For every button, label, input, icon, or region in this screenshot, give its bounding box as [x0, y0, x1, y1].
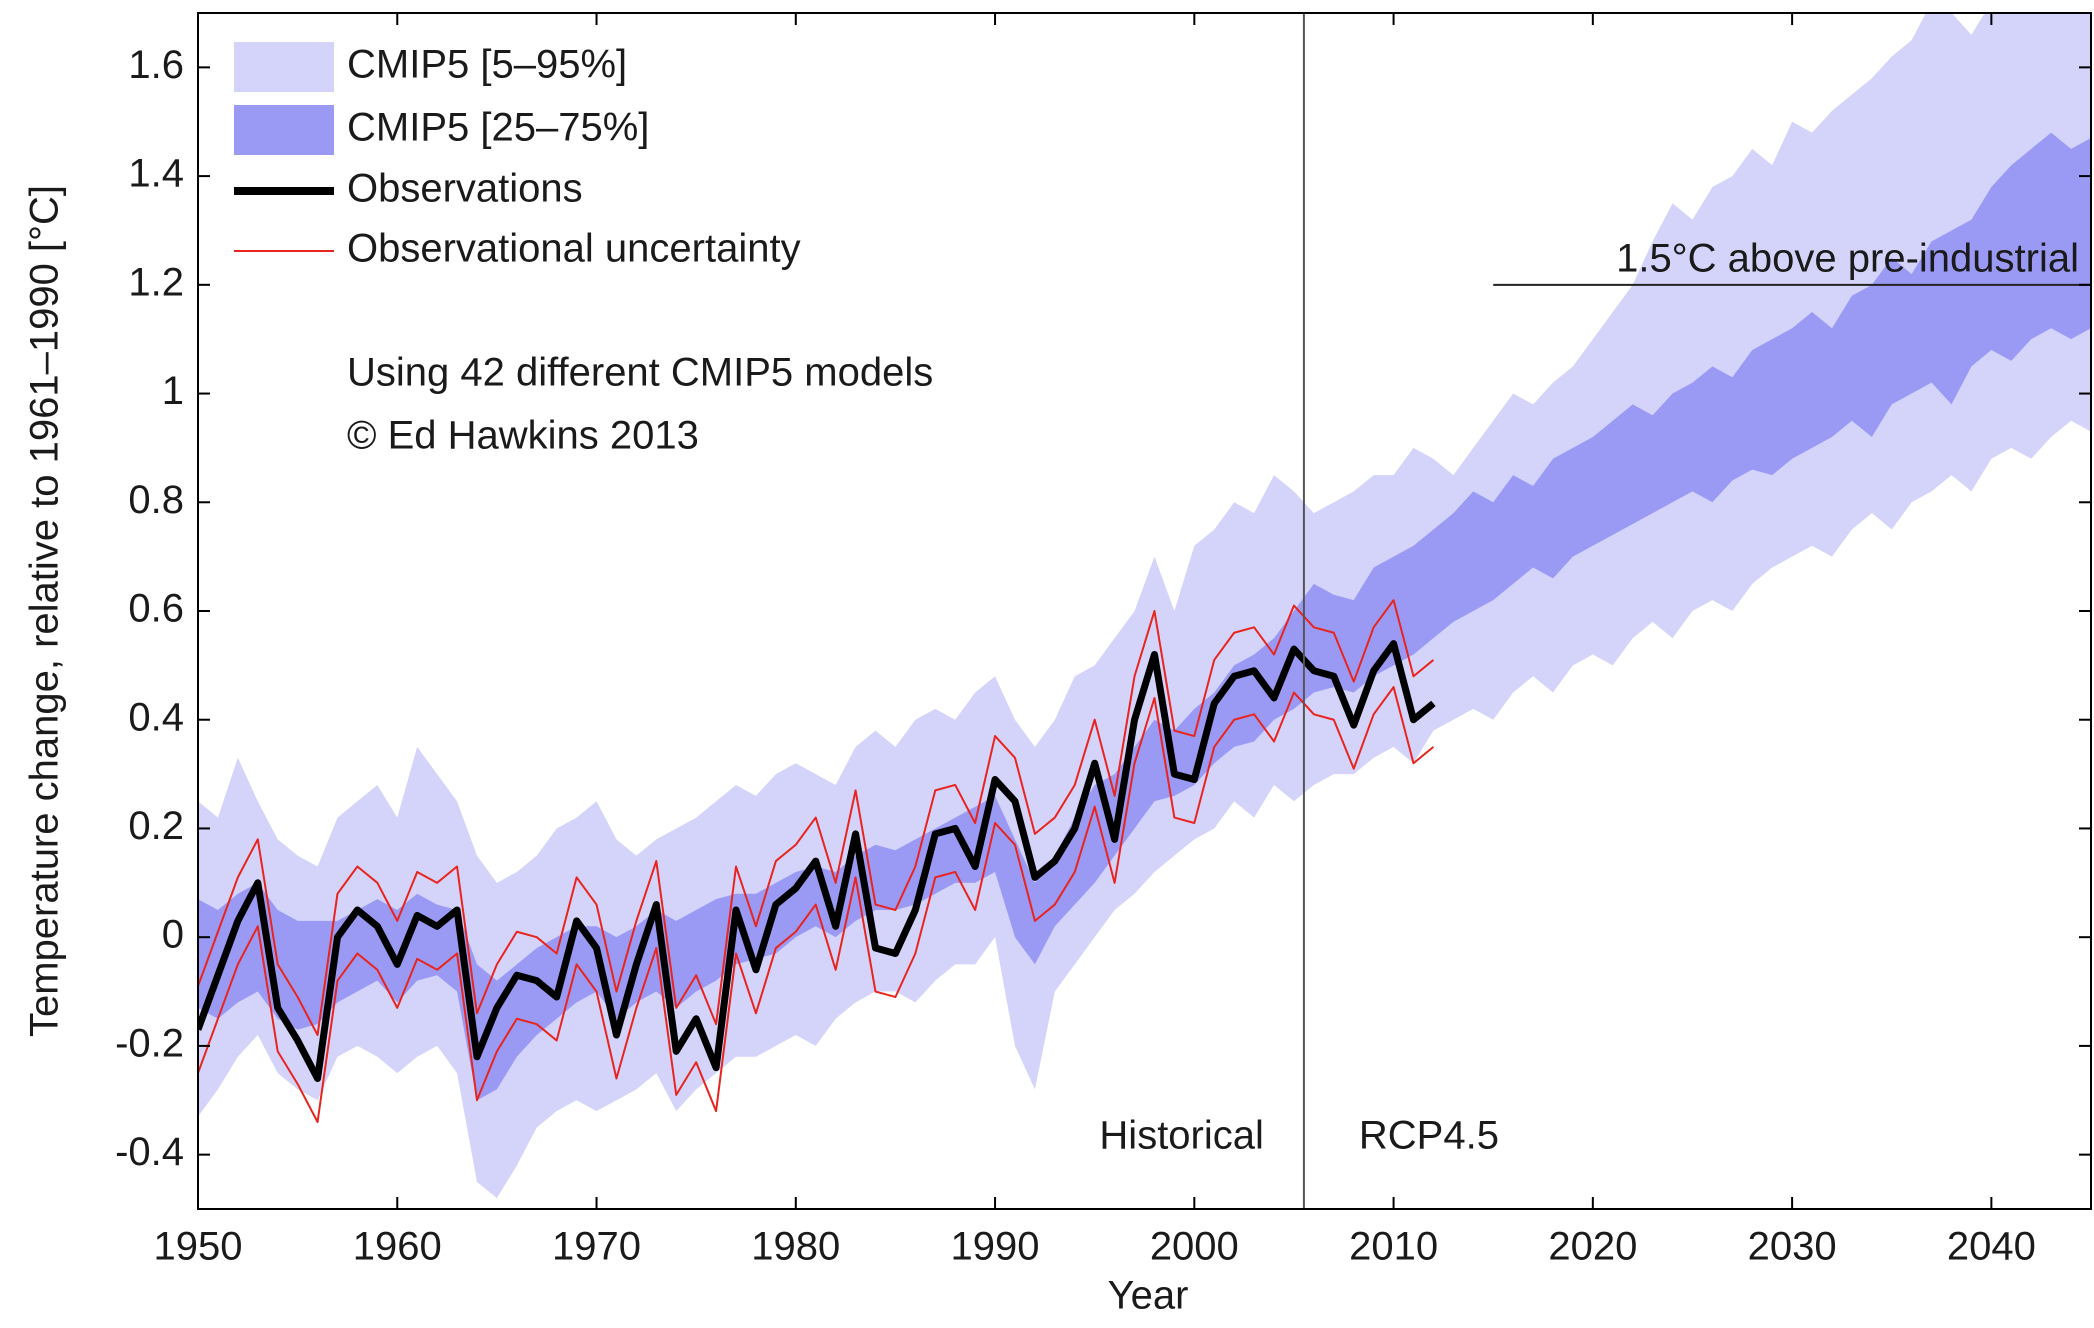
- observation-line: [198, 640, 1436, 1083]
- uncertainty-line: [198, 599, 1435, 1037]
- band: [198, 13, 2091, 1199]
- x-tick-label: 1950: [154, 1225, 243, 1269]
- y-tick-label: -0.4: [115, 1130, 184, 1174]
- x-tick-label: 1970: [552, 1225, 641, 1269]
- y-tick-label: 1.4: [128, 152, 184, 196]
- plot-area: [198, 13, 2091, 1199]
- y-tick-label: 0.8: [128, 478, 184, 522]
- x-tick-label: 1990: [951, 1225, 1040, 1269]
- x-tick-label: 2020: [1548, 1225, 1637, 1269]
- y-tick-label: 0.4: [128, 695, 184, 739]
- y-tick-label: 0.2: [128, 804, 184, 848]
- legend-label: Observational uncertainty: [347, 227, 801, 271]
- annotation: © Ed Hawkins 2013: [347, 414, 699, 458]
- y-tick-label: 1.6: [128, 43, 184, 87]
- period-label: Historical: [1099, 1114, 1263, 1158]
- x-tick-label: 2030: [1748, 1225, 1837, 1269]
- y-tick-label: 1.2: [128, 260, 184, 304]
- x-tick-label: 2040: [1947, 1225, 2036, 1269]
- x-axis-label: Year: [1108, 1274, 1189, 1318]
- period-label: RCP4.5: [1359, 1114, 1499, 1158]
- threshold-label: 1.5°C above pre-industrial: [1616, 236, 2079, 280]
- x-tick-label: 1960: [353, 1225, 442, 1269]
- x-tick-label: 2010: [1349, 1225, 1438, 1269]
- x-tick-label: 1980: [751, 1225, 840, 1269]
- y-axis-label: Temperature change, relative to 1961–199…: [23, 185, 67, 1037]
- legend-swatch: [234, 42, 334, 92]
- uncertainty-line: [198, 686, 1435, 1124]
- legend-swatch: [234, 105, 334, 155]
- legend-label: CMIP5 [5–95%]: [347, 43, 627, 87]
- y-tick-label: 0.6: [128, 587, 184, 631]
- annotation: Using 42 different CMIP5 models: [347, 351, 933, 395]
- legend-label: CMIP5 [25–75%]: [347, 106, 649, 150]
- y-tick-label: 0: [162, 913, 184, 957]
- legend-label: Observations: [347, 167, 583, 211]
- y-tick-label: -0.2: [115, 1021, 184, 1065]
- y-tick-label: 1: [162, 369, 184, 413]
- x-tick-label: 2000: [1150, 1225, 1239, 1269]
